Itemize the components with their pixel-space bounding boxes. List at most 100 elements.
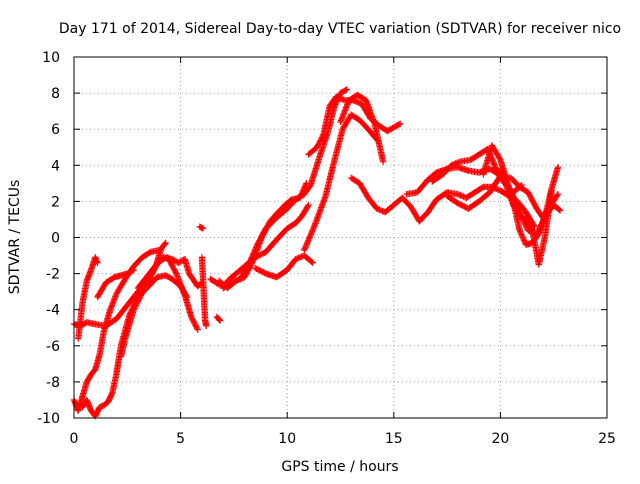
data-point-fill xyxy=(318,134,326,141)
data-point-fill xyxy=(131,303,139,311)
data-point-fill xyxy=(315,141,322,148)
y-tick-label: 10 xyxy=(42,50,60,66)
data-point xyxy=(199,225,207,232)
data-point-fill xyxy=(134,299,141,306)
data-point-fill xyxy=(188,315,196,322)
data-point-fill xyxy=(138,291,145,298)
data-point-fill xyxy=(137,292,145,299)
data-point xyxy=(343,86,351,93)
chart-title: Day 171 of 2014, Sidereal Day-to-day VTE… xyxy=(59,21,621,37)
data-point-fill xyxy=(306,183,313,190)
data-point-fill xyxy=(490,160,497,167)
data-point-fill xyxy=(520,235,527,243)
data-point-fill xyxy=(250,250,257,257)
data-point-fill xyxy=(248,254,256,261)
data-point-fill xyxy=(338,95,346,103)
data-point-fill xyxy=(131,305,138,312)
data-point-fill xyxy=(141,284,149,291)
x-tick-label: 5 xyxy=(176,431,185,447)
data-point xyxy=(305,201,312,209)
data-point-fill xyxy=(234,277,241,284)
x-tick-label: 20 xyxy=(491,431,509,447)
data-point xyxy=(554,190,562,198)
y-tick-label: -10 xyxy=(37,411,60,427)
data-point xyxy=(548,187,555,194)
data-point-fill xyxy=(449,161,456,168)
series-arc-3 xyxy=(75,254,101,342)
data-point-fill xyxy=(182,292,190,299)
data-point-fill xyxy=(355,99,363,106)
y-tick-label: 0 xyxy=(51,231,60,247)
data-point-fill xyxy=(314,142,321,150)
data-point-fill xyxy=(491,162,499,170)
data-point xyxy=(454,190,461,198)
data-point-fill xyxy=(376,206,383,214)
data-point xyxy=(96,403,103,411)
data-point-fill xyxy=(319,132,326,140)
data-point-fill xyxy=(191,320,199,328)
y-tick-label: -2 xyxy=(46,267,60,283)
data-point-fill xyxy=(193,323,200,330)
data-point-fill xyxy=(198,224,206,232)
data-point-fill xyxy=(494,186,501,193)
data-point-fill xyxy=(172,269,179,276)
y-tick-label: 4 xyxy=(51,158,60,174)
data-point-fill xyxy=(249,251,257,258)
data-point-fill xyxy=(452,160,459,167)
data-point-fill xyxy=(352,98,360,105)
data-point xyxy=(313,144,321,151)
data-point-fill xyxy=(517,229,525,237)
series-arc-16 xyxy=(305,93,404,158)
data-point-fill xyxy=(136,295,143,302)
data-point xyxy=(292,255,299,263)
data-point-fill xyxy=(132,302,140,309)
data-point-fill xyxy=(190,319,198,326)
series-arc-4 xyxy=(94,266,137,301)
data-point xyxy=(183,293,191,301)
data-point-fill xyxy=(129,267,136,274)
data-point xyxy=(379,158,387,165)
data-point-fill xyxy=(296,254,304,261)
data-point-fill xyxy=(253,242,260,250)
data-point-fill xyxy=(340,96,347,103)
data-point-fill xyxy=(142,282,149,290)
x-tick-label: 15 xyxy=(385,431,403,447)
data-point-fill xyxy=(140,286,147,294)
data-point-fill xyxy=(491,161,498,168)
data-point xyxy=(194,326,201,333)
data-point xyxy=(516,227,523,234)
data-point-fill xyxy=(518,231,525,238)
series-arc-10 xyxy=(213,313,224,324)
data-point xyxy=(448,162,455,169)
data-point-fill xyxy=(518,232,526,240)
data-point xyxy=(554,163,562,171)
data-point-fill xyxy=(133,300,140,308)
data-point-fill xyxy=(455,191,463,198)
data-point-fill xyxy=(453,159,461,167)
data-point xyxy=(216,317,224,324)
data-point-fill xyxy=(318,135,325,143)
data-point-fill xyxy=(216,316,223,323)
data-point-fill xyxy=(249,252,256,260)
data-point-fill xyxy=(553,192,561,199)
data-point xyxy=(162,239,169,247)
data-point-fill xyxy=(334,94,341,101)
data-point-fill xyxy=(316,138,324,145)
data-point-fill xyxy=(455,159,462,166)
data-point xyxy=(373,205,380,212)
plot-frame xyxy=(73,56,608,419)
data-point-fill xyxy=(97,403,105,410)
data-point-fill xyxy=(457,192,464,199)
grid xyxy=(74,57,607,418)
data-point-fill xyxy=(246,258,254,265)
axis-ticks: 0 5 10 15 20 25 -10 -8 -6 -4 -2 0 2 4 6 8 10 xyxy=(37,50,616,447)
data-point-fill xyxy=(528,225,535,233)
data-point-fill xyxy=(232,277,240,285)
y-tick-label: 6 xyxy=(51,122,60,138)
y-tick-label: -4 xyxy=(46,303,60,319)
data-point-fill xyxy=(161,240,169,248)
data-point-fill xyxy=(374,206,382,213)
x-tick-label: 0 xyxy=(70,431,79,447)
